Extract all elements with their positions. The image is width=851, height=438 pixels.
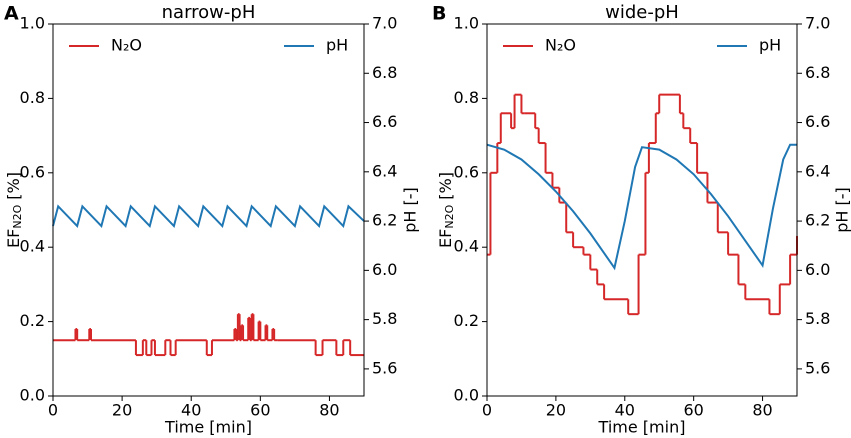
y2-tick-label: 6.6 [805,112,830,131]
chart-title: wide-pH [605,2,679,23]
x-tick-label: 60 [250,401,270,420]
y-tick-label: 0.0 [20,386,45,405]
x-tick-label: 20 [112,401,132,420]
x-tick-label: 60 [683,401,703,420]
y-axis-label: EFN2O [%] [436,172,457,248]
y-tick-label: 0.8 [20,88,45,107]
y2-tick-label: 7.0 [372,14,397,33]
y2-tick-label: 5.6 [372,358,397,377]
x-tick-label: 20 [546,401,566,420]
y2-tick-label: 7.0 [805,14,830,33]
y2-axis-label: pH [-] [401,187,420,233]
y2-tick-label: 6.8 [372,63,397,82]
y2-tick-label: 6.4 [805,161,830,180]
y2-tick-label: 6.2 [372,211,397,230]
y2-tick-label: 6.8 [805,63,830,82]
y-tick-label: 0.6 [20,162,45,181]
y-tick-label: 0.8 [454,88,479,107]
x-tick-label: 40 [181,401,201,420]
plot-frame [486,23,798,397]
y-tick-label: 0.6 [454,162,479,181]
series-line [486,143,797,271]
x-tick-label: 40 [615,401,635,420]
series-line [52,204,365,228]
plot-frame [52,23,365,397]
legend-label: pH [326,36,348,55]
legend-label: pH [759,36,781,55]
y2-tick-label: 5.6 [805,358,830,377]
y-tick-label: 0.2 [454,311,479,330]
x-tick-label: 80 [319,401,339,420]
y-tick-label: 0.2 [20,311,45,330]
y-axis-label: EFN2O [%] [4,172,25,248]
y-label-main: EF [4,229,23,248]
x-tick-label: 0 [48,401,58,420]
y-tick-label: 1.0 [20,14,45,33]
y2-tick-label: 6.6 [372,112,397,131]
y-label-main: EF [436,229,455,248]
y2-tick-label: 6.0 [372,260,397,279]
legend-label: N₂O [111,36,142,55]
x-axis-label: Time [min] [164,418,252,437]
y-tick-label: 0.0 [454,386,479,405]
y-label-sub: N2O [443,204,456,228]
x-tick-label: 0 [482,401,492,420]
y2-tick-label: 6.0 [805,260,830,279]
y2-tick-label: 5.8 [372,309,397,328]
legend-label: N₂O [545,36,576,55]
y2-tick-label: 6.2 [805,211,830,230]
y-label-sub: N2O [11,204,24,228]
y2-tick-label: 5.8 [805,309,830,328]
x-tick-label: 80 [752,401,772,420]
y-label-unit: [%] [4,172,23,200]
chart-title: narrow-pH [162,2,256,23]
x-axis-label: Time [min] [598,418,686,437]
panel-label: B [432,3,446,25]
y2-tick-label: 6.4 [372,161,397,180]
y-label-unit: [%] [436,172,455,200]
y-tick-label: 0.4 [20,237,45,256]
y-tick-label: 0.4 [454,237,479,256]
y2-axis-label: pH [-] [833,187,851,233]
y-tick-label: 1.0 [454,14,479,33]
panel-label: A [4,3,19,25]
